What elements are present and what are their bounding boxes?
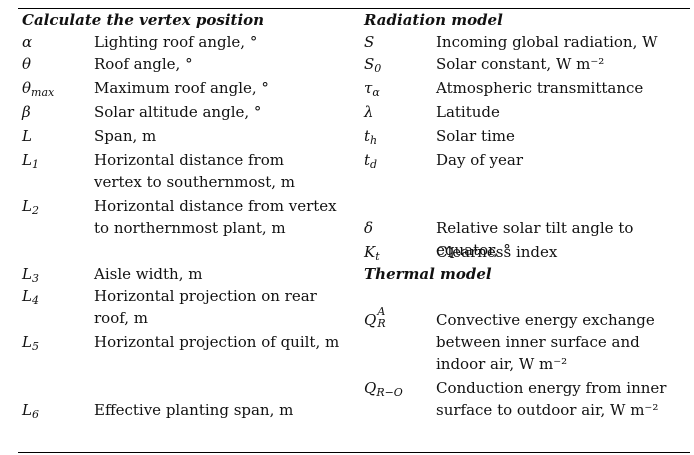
nomenclature-row: QR−O Conduction energy from inner surfac… xyxy=(364,377,690,423)
nomenclature-row: L3 Aisle width, m xyxy=(22,263,352,285)
symbol: S0 xyxy=(364,55,382,75)
description: Horizontal projection of quilt, m xyxy=(94,333,340,351)
nomenclature-row: α Lighting roof angle, ° xyxy=(22,31,352,53)
nomenclature-row xyxy=(364,285,690,309)
description: Solar altitude angle, ° xyxy=(94,103,262,121)
nomenclature-row: S0 Solar constant, W m⁻² xyxy=(364,53,690,77)
nomenclature-row: τα Atmospheric transmittance xyxy=(364,77,690,101)
nomenclature-row: L1 Horizontal distance from vertex to so… xyxy=(22,149,352,195)
symbol: α xyxy=(22,33,33,51)
table-top-rule xyxy=(18,8,690,9)
description: Lighting roof angle, ° xyxy=(94,33,258,51)
symbol: Kt xyxy=(364,243,380,263)
description: Relative solar tilt angle to equator, ° xyxy=(436,219,634,259)
description: Maximum roof angle, ° xyxy=(94,79,269,97)
description: Clearness index xyxy=(436,243,558,261)
symbol: δ xyxy=(364,219,374,237)
symbol: β xyxy=(22,103,31,121)
symbol: QR−O xyxy=(364,379,403,399)
nomenclature-row: L Span, m xyxy=(22,125,352,149)
symbol: θmax xyxy=(22,79,55,99)
symbol: td xyxy=(364,151,378,171)
section-header-thermal: Thermal model xyxy=(364,265,492,283)
nomenclature-row: th Solar time xyxy=(364,125,690,149)
description: Horizontal projection on rear roof, m xyxy=(94,287,317,327)
symbol: th xyxy=(364,127,378,147)
symbol: L5 xyxy=(22,333,39,353)
symbol: S xyxy=(364,33,375,51)
nomenclature-row: td Day of year xyxy=(364,149,690,195)
nomenclature-row: L6 Effective planting span, m xyxy=(22,399,352,421)
nomenclature-row: δ Relative solar tilt angle to equator, … xyxy=(364,195,690,263)
description: Day of year xyxy=(436,151,524,169)
description: Aisle width, m xyxy=(94,265,203,283)
symbol: L xyxy=(22,127,32,145)
symbol: L4 xyxy=(22,287,39,307)
left-column: Calculate the vertex position α Lighting… xyxy=(22,9,352,421)
description: Effective planting span, m xyxy=(94,401,294,419)
nomenclature-row: θ Roof angle, ° xyxy=(22,53,352,77)
nomenclature-row: λ Latitude xyxy=(364,101,690,125)
description: Convective energy exchange between inner… xyxy=(436,311,655,373)
description: Horizontal distance from vertex to north… xyxy=(94,197,337,237)
symbol: L2 xyxy=(22,197,39,217)
section-header-vertex: Calculate the vertex position xyxy=(22,11,265,29)
right-column: Radiation model S Incoming global radiat… xyxy=(364,9,690,423)
symbol: L3 xyxy=(22,265,39,285)
description: Incoming global radiation, W xyxy=(436,33,658,51)
description: Solar constant, W m⁻² xyxy=(436,55,605,73)
nomenclature-row: L4 Horizontal projection on rear roof, m xyxy=(22,285,352,331)
section-header-radiation: Radiation model xyxy=(364,11,503,29)
nomenclature-row: S Incoming global radiation, W xyxy=(364,31,690,53)
nomenclature-row: θmax Maximum roof angle, ° xyxy=(22,77,352,101)
description: Span, m xyxy=(94,127,157,145)
symbol: λ xyxy=(364,103,374,121)
description: Horizontal distance from vertex to south… xyxy=(94,151,296,191)
description: Atmospheric transmittance xyxy=(436,79,644,97)
symbol: L6 xyxy=(22,401,39,421)
nomenclature-row: L2 Horizontal distance from vertex to no… xyxy=(22,195,352,263)
symbol: L1 xyxy=(22,151,39,171)
description: Conduction energy from inner surface to … xyxy=(436,379,667,419)
nomenclature-row: Kt Clearness index xyxy=(364,241,690,263)
symbol: θ xyxy=(22,55,32,73)
symbol: τα xyxy=(364,79,380,99)
nomenclature-row: L5 Horizontal projection of quilt, m xyxy=(22,331,352,399)
description: Latitude xyxy=(436,103,500,121)
description: Roof angle, ° xyxy=(94,55,193,73)
table-bottom-rule xyxy=(18,452,690,453)
description: Solar time xyxy=(436,127,515,145)
nomenclature-row: β Solar altitude angle, ° xyxy=(22,101,352,125)
